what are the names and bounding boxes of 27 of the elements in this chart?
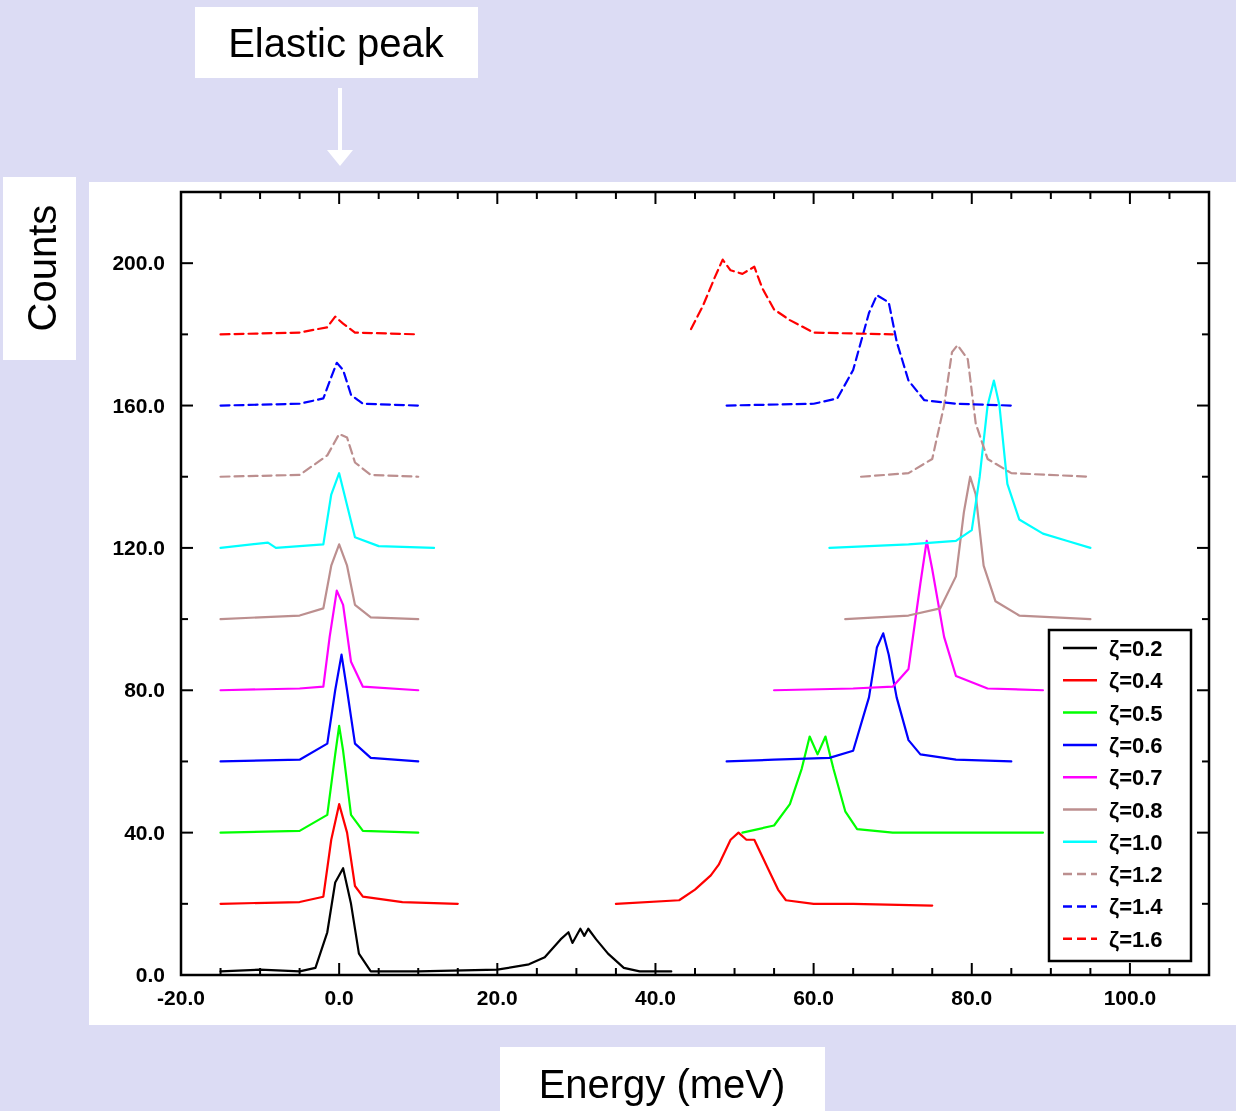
legend-label: ζ=1.4 [1109,894,1164,920]
y-tick-label: 40.0 [124,820,165,844]
legend-label: ζ=0.4 [1109,668,1164,694]
x-tick-label: -20.0 [157,986,205,1009]
legend-label: ζ=0.7 [1109,765,1163,791]
legend-label: ζ=0.8 [1109,797,1163,823]
x-tick-label: 20.0 [476,986,518,1009]
legend-label: ζ=1.2 [1109,862,1163,888]
legend-label: ζ=1.0 [1109,829,1163,855]
legend-label: ζ=1.6 [1109,926,1163,952]
x-tick-label: 100.0 [1103,986,1157,1009]
legend-label: ζ=0.2 [1109,636,1163,661]
x-tick-label: 0.0 [324,986,354,1009]
legend-label: ζ=0.6 [1109,732,1163,758]
x-tick-label: 40.0 [635,986,676,1009]
y-tick-label: 120.0 [112,535,165,559]
legend-label: ζ=0.5 [1109,700,1163,726]
y-tick-label: 200.0 [112,251,165,275]
y-tick-label: 160.0 [112,393,165,417]
x-tick-label: 80.0 [951,986,993,1009]
x-axis-title: Energy (meV) [538,1062,786,1106]
line-series [219,867,673,973]
x-tick-label: 60.0 [793,986,835,1009]
y-tick-label: 80.0 [124,678,165,702]
y-axis-title: Counts [20,204,64,332]
text: Elastic peak [228,21,445,65]
y-tick-label: 0.0 [135,963,165,986]
